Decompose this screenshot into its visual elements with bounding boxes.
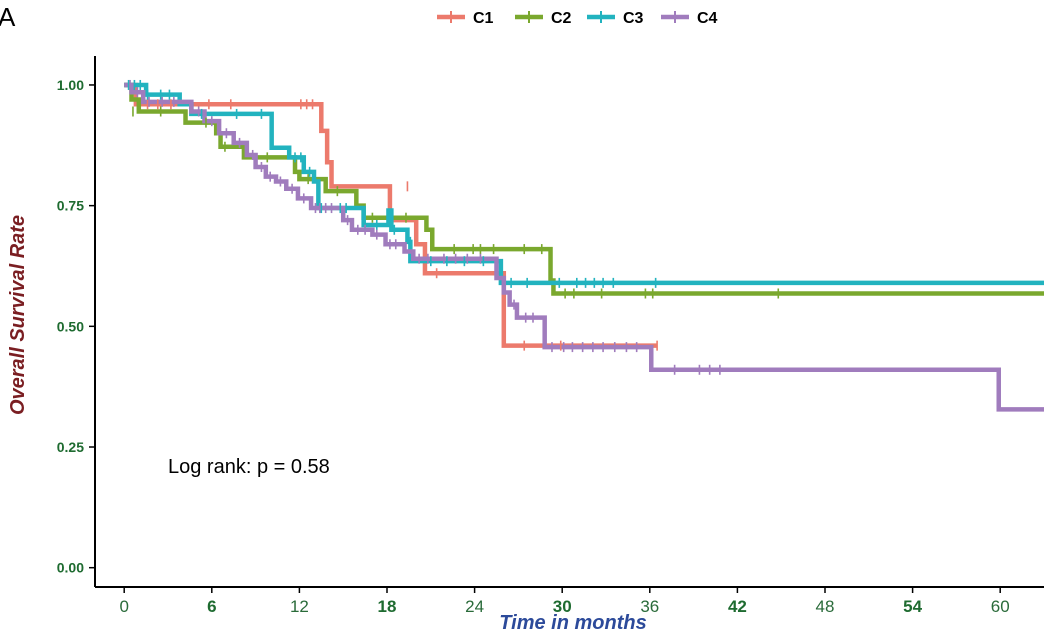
y-axis-title: Overall Survival Rate — [7, 215, 29, 415]
legend-label: C4 — [697, 10, 718, 27]
censor-marks — [127, 79, 780, 375]
y-tick-label: 0.25 — [57, 439, 84, 455]
x-tick-label: 30 — [553, 597, 572, 616]
legend-item-c2: C2 — [515, 10, 572, 27]
y-tick-label: 0.00 — [57, 560, 84, 576]
x-tick-label: 6 — [207, 597, 216, 616]
survival-curve-c2 — [124, 82, 1044, 296]
x-tick-label: 42 — [728, 597, 747, 616]
panel-label: A — [0, 2, 16, 32]
x-axis-ticks: 0 6 12 18 24 30 36 42 48 54 60 — [119, 587, 1010, 616]
survival-curve-c1 — [124, 82, 658, 348]
x-tick-label: 0 — [119, 597, 128, 616]
legend-label: C3 — [623, 10, 644, 27]
legend-item-c4: C4 — [661, 10, 718, 27]
legend-label: C2 — [551, 10, 572, 27]
log-rank-annotation: Log rank: p = 0.58 — [168, 456, 330, 478]
legend-label: C1 — [473, 10, 494, 27]
x-tick-label: 60 — [991, 597, 1010, 616]
survival-curve-c4 — [124, 82, 1044, 412]
legend-item-c3: C3 — [587, 10, 644, 27]
x-tick-label: 24 — [465, 597, 484, 616]
plot-area — [124, 79, 1044, 412]
legend-item-c1: C1 — [437, 10, 494, 27]
x-tick-label: 48 — [816, 597, 835, 616]
x-tick-label: 18 — [378, 597, 397, 616]
y-axis-ticks: 0.00 0.25 0.50 0.75 1.00 — [57, 77, 95, 576]
x-axis-title: Time in months — [499, 612, 646, 634]
survival-curves — [124, 82, 1044, 412]
x-tick-label: 36 — [640, 597, 659, 616]
y-tick-label: 0.75 — [57, 198, 84, 214]
x-tick-label: 12 — [290, 597, 309, 616]
y-tick-label: 0.50 — [57, 318, 84, 334]
x-tick-label: 54 — [903, 597, 922, 616]
y-tick-label: 1.00 — [57, 77, 84, 93]
legend: C1 C2 C3 C4 — [437, 10, 718, 27]
